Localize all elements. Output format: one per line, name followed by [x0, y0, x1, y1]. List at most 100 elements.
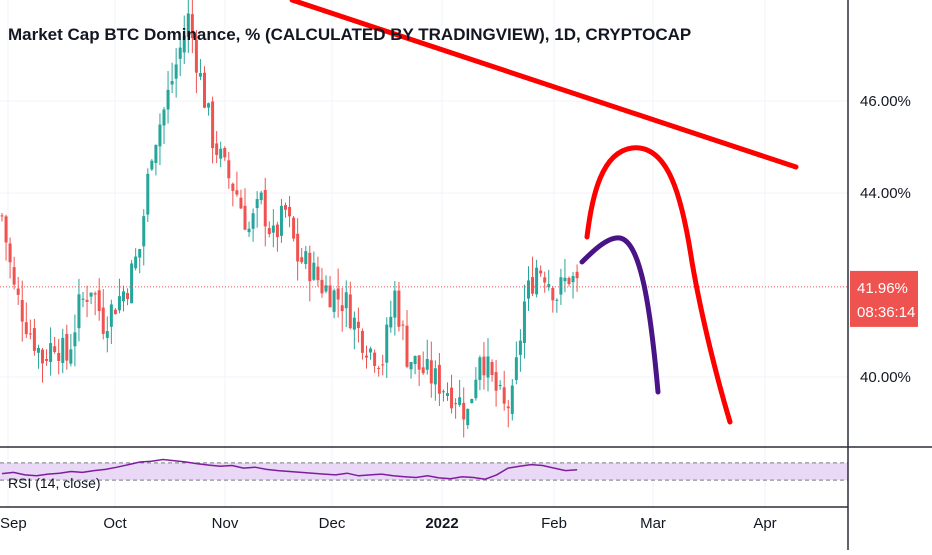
candle-body: [531, 277, 535, 294]
candle-body: [77, 294, 81, 329]
candle-body: [397, 290, 401, 327]
candle-body: [409, 361, 413, 370]
candle-body: [417, 355, 421, 370]
red-trendline: [289, 0, 799, 170]
price-tag-timer: 08:36:14: [857, 304, 915, 321]
candle-body: [535, 267, 539, 295]
candle-body: [162, 109, 166, 126]
red-projection-curve: [584, 145, 733, 425]
candle-body: [328, 285, 332, 308]
candle-body: [348, 294, 352, 329]
candle-body: [413, 355, 417, 365]
candle-body: [356, 321, 360, 328]
candle-body: [462, 402, 466, 420]
candle-body: [551, 287, 555, 301]
candle-body: [166, 89, 170, 110]
candle-body: [498, 384, 502, 387]
candle-body: [571, 276, 575, 283]
candle-body: [344, 292, 348, 309]
candle-body: [146, 173, 150, 215]
candle-body: [20, 300, 24, 322]
candle-body: [547, 284, 551, 288]
candle-body: [441, 391, 445, 393]
y-tick-label: 46.00%: [860, 93, 911, 110]
purple-projection-curve: [579, 235, 661, 395]
candle-body: [296, 233, 300, 262]
candle-body: [494, 372, 498, 391]
candle-body: [405, 325, 409, 367]
candle-body: [514, 357, 518, 380]
candle-body: [575, 271, 579, 279]
candle-body: [28, 333, 32, 335]
candle-body: [539, 270, 543, 274]
candle-body: [522, 301, 526, 343]
candle-body: [109, 304, 113, 327]
candle-body: [559, 277, 563, 295]
candle-body: [360, 330, 364, 353]
candles: [0, 0, 848, 438]
candle-body: [279, 205, 283, 236]
candle-body: [543, 277, 547, 283]
candle-body: [235, 190, 239, 195]
rsi-line: [1, 458, 578, 480]
y-tick-label: 40.00%: [860, 369, 911, 386]
candle-body: [518, 340, 522, 355]
x-tick-label: Apr: [753, 515, 776, 532]
candle-body: [138, 248, 142, 258]
candle-body: [474, 379, 478, 399]
candle-body: [275, 224, 279, 238]
candle-body: [239, 197, 243, 209]
candle-body: [373, 352, 377, 366]
candle-body: [85, 299, 89, 302]
candle-body: [134, 256, 138, 269]
candle-body: [154, 144, 158, 163]
candle-body: [81, 298, 85, 300]
grid-lines: [0, 0, 848, 507]
candle-body: [263, 189, 267, 227]
x-tick-label: 2022: [425, 515, 458, 532]
candle-body: [389, 316, 393, 328]
candle-body: [255, 199, 259, 209]
candle-body: [211, 101, 215, 149]
candle-body: [36, 347, 40, 353]
x-tick-label: Sep: [0, 515, 27, 532]
candle-body: [186, 13, 190, 37]
candle-body: [555, 299, 559, 301]
candle-body: [105, 331, 109, 338]
candle-body: [0, 215, 4, 217]
candle-body: [433, 368, 437, 385]
candle-body: [312, 262, 316, 280]
candle-body: [429, 360, 433, 384]
candle-body: [369, 348, 373, 353]
x-tick-label: Oct: [103, 515, 127, 532]
candle-body: [122, 291, 125, 302]
candle-body: [8, 243, 12, 263]
candle-body: [215, 143, 219, 155]
candle-body: [259, 192, 263, 201]
x-tick-label: Feb: [541, 515, 567, 532]
candle-body: [284, 205, 287, 210]
x-tick-label: Mar: [640, 515, 666, 532]
candle-body: [89, 292, 93, 297]
candle-body: [73, 332, 77, 347]
candle-body: [470, 398, 474, 404]
candle-body: [227, 160, 231, 179]
candle-body: [425, 358, 429, 370]
candle-body: [190, 14, 194, 39]
candle-body: [126, 293, 130, 300]
candle-body: [130, 263, 134, 304]
candle-body: [567, 277, 571, 284]
candle-body: [490, 362, 494, 376]
candle-body: [243, 205, 247, 230]
candle-body: [251, 213, 255, 229]
candle-body: [340, 305, 344, 312]
candle-body: [324, 285, 328, 292]
candle-body: [117, 296, 121, 311]
candle-body: [182, 35, 186, 53]
price-tag-value: 41.96%: [857, 280, 908, 297]
candle-body: [563, 277, 567, 282]
candle-body: [203, 72, 206, 108]
candle-body: [32, 328, 36, 351]
